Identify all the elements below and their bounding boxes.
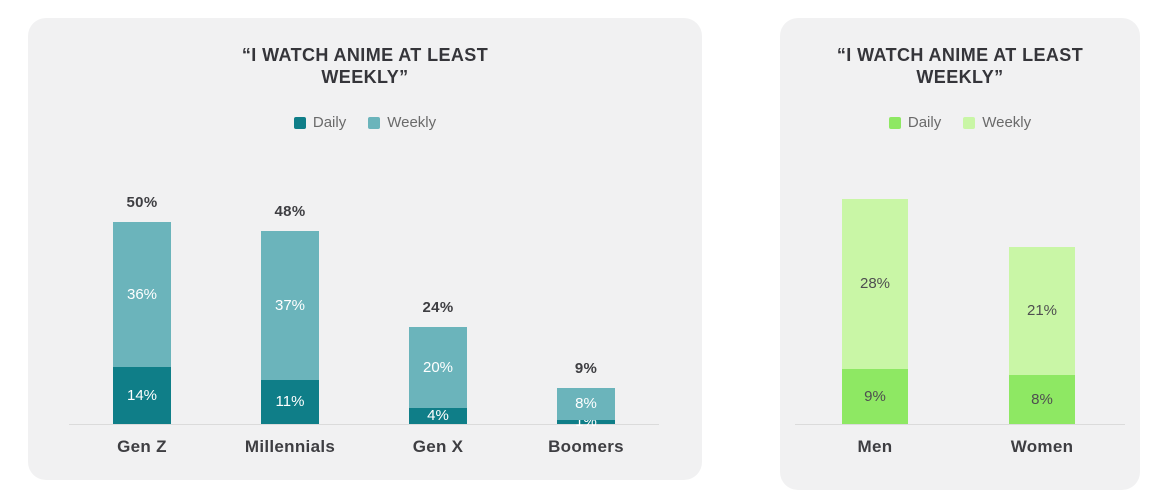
legend-label-daily: Daily xyxy=(312,114,347,131)
bar-segment-daily-women: 8% xyxy=(1009,375,1075,424)
bar-segment-value: 9% xyxy=(864,387,886,405)
bar-segment-daily-millennials: 11% xyxy=(261,380,319,424)
bar-segment-daily-gen-z: 14% xyxy=(113,367,171,424)
bar-total-label: 24% xyxy=(422,299,454,316)
bar-segment-value: 8% xyxy=(1031,390,1053,408)
x-axis-line xyxy=(795,424,1125,425)
legend-item-daily: Daily xyxy=(888,114,942,131)
plot-area-generations: 14% 36% 50% Gen Z 11% 37% 48% Millennials 4% 20% 2… xyxy=(28,18,702,480)
legend-label-weekly: Weekly xyxy=(387,114,437,131)
chart-card-gender: “I WATCH ANIME AT LEAST WEEKLY” Daily Wee… xyxy=(780,18,1140,490)
bar-total-label: 50% xyxy=(126,194,158,211)
bar-segment-weekly-millennials: 37% xyxy=(261,231,319,380)
legend-label-weekly: Weekly xyxy=(982,114,1032,131)
legend-gender: Daily Weekly xyxy=(780,114,1140,131)
bar-segment-value: 11% xyxy=(275,393,305,410)
legend-swatch-weekly xyxy=(963,116,976,129)
bar-segment-weekly-women: 21% xyxy=(1009,247,1075,375)
bar-segment-weekly-men: 28% xyxy=(842,199,908,369)
category-label-boomers: Boomers xyxy=(548,437,624,456)
legend-swatch-daily xyxy=(888,116,901,129)
category-label-millennials: Millennials xyxy=(244,437,336,456)
bar-total-label: 9% xyxy=(574,360,598,377)
bar-total-label: 48% xyxy=(274,203,306,220)
legend-swatch-daily xyxy=(293,116,306,129)
chart-title-line2: WEEKLY” xyxy=(916,67,1004,87)
chart-card-generations: “I WATCH ANIME AT LEAST WEEKLY” Daily Wee… xyxy=(28,18,702,480)
chart-title-generations: “I WATCH ANIME AT LEAST WEEKLY” xyxy=(28,44,702,88)
legend-swatch-weekly xyxy=(368,116,381,129)
bar-segment-value: 36% xyxy=(126,285,158,303)
plot-area-gender: 9% 28% Men 8% 21% Women xyxy=(780,18,1140,490)
legend-label-daily: Daily xyxy=(907,114,942,131)
legend-generations: Daily Weekly xyxy=(28,114,702,131)
legend-item-weekly: Weekly xyxy=(963,114,1031,131)
bar-segment-value: 14% xyxy=(126,386,158,404)
x-axis-line xyxy=(69,424,659,425)
chart-title-line2: WEEKLY” xyxy=(321,67,409,87)
category-label-gen-z: Gen Z xyxy=(117,437,167,456)
chart-title-line1: “I WATCH ANIME AT LEAST xyxy=(241,45,489,65)
bar-segment-daily-men: 9% xyxy=(842,369,908,424)
bar-segment-weekly-gen-z: 36% xyxy=(113,222,171,367)
legend-item-daily: Daily xyxy=(293,114,347,131)
category-label-men: Men xyxy=(857,437,893,456)
chart-title-line1: “I WATCH ANIME AT LEAST xyxy=(836,45,1084,65)
bar-segment-weekly-gen-x: 20% xyxy=(409,327,467,408)
bar-segment-value: 4% xyxy=(427,407,449,424)
bar-segment-value: 8% xyxy=(575,395,597,412)
bar-segment-value: 37% xyxy=(274,296,306,314)
category-label-women: Women xyxy=(1010,437,1074,456)
chart-title-gender: “I WATCH ANIME AT LEAST WEEKLY” xyxy=(780,44,1140,88)
bar-segment-value: 21% xyxy=(1026,302,1058,319)
bar-segment-value: 20% xyxy=(422,358,454,376)
bar-segment-value: 28% xyxy=(859,275,891,292)
bar-segment-weekly-boomers: 8% xyxy=(557,388,615,420)
category-label-gen-x: Gen X xyxy=(412,437,464,456)
legend-item-weekly: Weekly xyxy=(368,114,436,131)
bar-segment-daily-gen-x: 4% xyxy=(409,408,467,424)
bar-segment-daily-boomers: 1% xyxy=(557,414,615,430)
